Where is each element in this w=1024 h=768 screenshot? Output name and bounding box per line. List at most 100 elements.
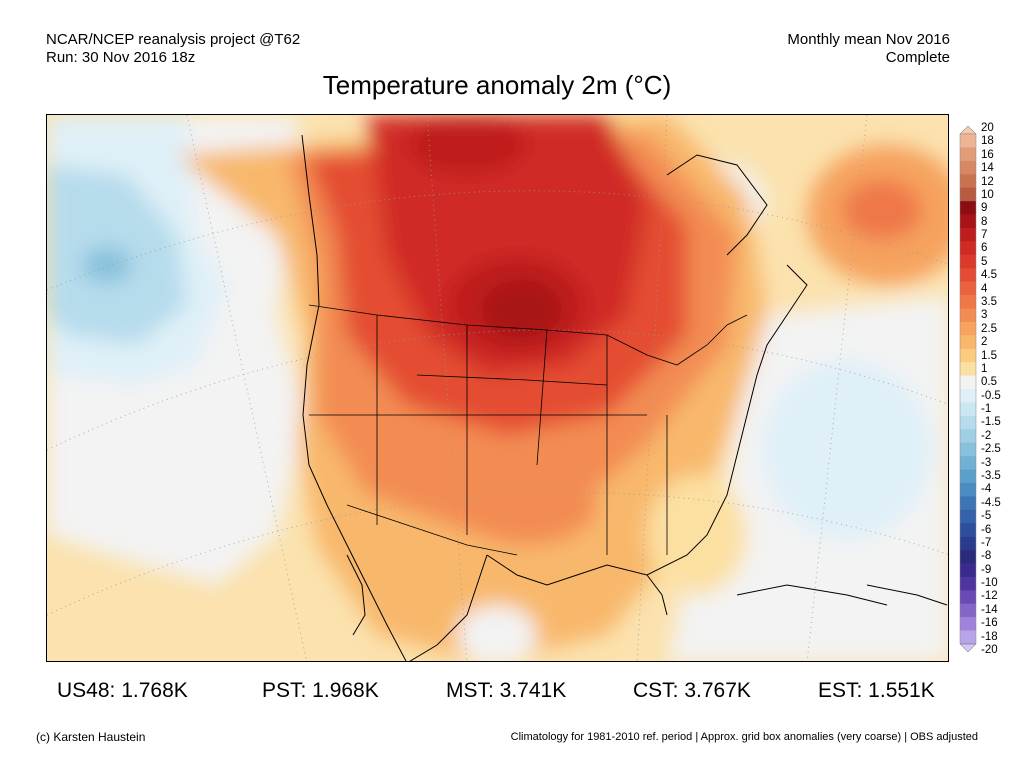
colorbar-swatch: [960, 442, 976, 457]
colorbar-swatch: [960, 523, 976, 537]
colorbar-swatch: [960, 482, 976, 497]
colorbar-top-arrow: [959, 126, 977, 135]
anomaly-region-texas: [457, 465, 597, 545]
colorbar-tick-label: 20: [981, 122, 994, 134]
colorbar-tick-label: 4.5: [981, 269, 997, 282]
colorbar-swatch: [960, 496, 976, 511]
colorbar-swatch: [960, 509, 976, 524]
anomaly-region-pacific-cool-3: [82, 247, 132, 283]
colorbar-tick-label: -1.5: [981, 416, 1001, 429]
colorbar-swatch: [960, 134, 976, 148]
colorbar-swatch: [960, 469, 976, 484]
colorbar-tick-label: 12: [981, 175, 994, 188]
graticule: [47, 115, 948, 661]
colorbar-tick-label: -8: [981, 550, 992, 563]
coastlines: [301, 134, 948, 661]
map-title: Temperature anomaly 2m (°C): [322, 70, 672, 100]
model-label: NCAR/NCEP reanalysis project @T62: [46, 31, 301, 48]
colorbar-tick-label: 0.5: [981, 376, 997, 389]
colorbar-swatch: [960, 550, 976, 564]
anomaly-region-mexico-neutral: [457, 605, 537, 661]
colorbar-swatch: [960, 576, 976, 591]
colorbar-swatch: [960, 603, 976, 618]
stat-pst: PST: 1.968K: [262, 679, 379, 702]
colorbar-frame: [959, 133, 977, 645]
colorbar-swatch: [960, 281, 976, 296]
anomaly-region-continent-7: [407, 115, 527, 175]
header-left: NCAR/NCEP reanalysis project @T62 Run: 3…: [46, 31, 300, 67]
colorbar-tick-label: 1: [981, 362, 988, 375]
colorbar-swatch: [960, 187, 976, 202]
anomaly-region-atlantic-cool: [762, 360, 932, 540]
colorbar-swatch: [960, 429, 976, 443]
colorbar-tick-label: -20: [981, 644, 998, 656]
colorbar-tick-label: -16: [981, 617, 998, 630]
colorbar-swatch: [960, 415, 976, 430]
colorbar-swatch: [960, 348, 976, 363]
colorbar-tick-label: -0.5: [981, 389, 1001, 402]
colorbar-swatch: [960, 268, 976, 282]
copyright-label: (c) Karsten Haustein: [36, 730, 146, 744]
colorbar-swatch: [960, 389, 976, 403]
stat-cst: CST: 3.767K: [633, 679, 751, 702]
colorbar-tick-label: -7: [981, 536, 992, 549]
anomaly-map-svg: [47, 115, 948, 661]
colorbar-swatch: [960, 147, 976, 162]
colorbar-tick-label: -14: [981, 603, 998, 616]
colorbar-tick-label: 2: [981, 336, 988, 349]
colorbar-swatch: [960, 617, 976, 631]
colorbar-swatch: [960, 590, 976, 605]
colorbar-swatch: [960, 214, 976, 229]
colorbar-tick-label: 7: [981, 229, 988, 242]
colorbar-tick-label: -2: [981, 429, 992, 442]
colorbar-swatch: [960, 241, 976, 256]
colorbar-tick-label: 10: [981, 188, 994, 201]
colorbar-swatch: [960, 456, 976, 470]
colorbar-tick-label: -4.5: [981, 496, 1001, 509]
colorbar-swatch: [960, 201, 976, 215]
anomaly-map: [46, 114, 949, 662]
colorbar-tick-label: 14: [981, 162, 994, 175]
colorbar-tick-label: -3: [981, 456, 992, 469]
colorbar-swatch: [960, 295, 976, 309]
colorbar-swatch: [960, 160, 976, 175]
anomaly-field: [47, 115, 948, 661]
period-label: Monthly mean Nov 2016: [787, 31, 950, 48]
colorbar-swatch: [960, 402, 976, 417]
colorbar-tick-label: 8: [981, 215, 988, 228]
colorbar-tick-label: -3.5: [981, 470, 1001, 482]
colorbar-tick-label: -1: [981, 403, 992, 416]
colorbar-tick-label: 6: [981, 242, 988, 255]
colorbar-tick-label: -10: [981, 577, 998, 590]
colorbar: [959, 126, 977, 652]
colorbar-swatch: [960, 321, 976, 336]
colorbar-tick-label: 1.5: [981, 349, 997, 362]
colorbar-tick-label: -2.5: [981, 443, 1001, 456]
colorbar-tick-label: -4: [981, 483, 992, 496]
anomaly-region-southeast: [647, 475, 747, 595]
colorbar-tick-label: -9: [981, 563, 992, 576]
colorbar-tick-label: 3: [981, 309, 988, 322]
colorbar-swatch: [960, 335, 976, 350]
colorbar-swatch: [960, 630, 976, 645]
colorbar-bottom-arrow: [959, 643, 977, 652]
colorbar-tick-label: 5: [981, 255, 988, 268]
anomaly-region-atlantic-warm-2: [842, 180, 922, 240]
climatology-note: Climatology for 1981-2010 ref. period | …: [510, 731, 978, 743]
stat-us48: US48: 1.768K: [57, 679, 188, 702]
colorbar-swatch: [960, 563, 976, 578]
run-label: Run: 30 Nov 2016 18z: [46, 49, 196, 66]
colorbar-tick-label: 18: [981, 135, 994, 148]
colorbar-swatch: [960, 174, 976, 188]
colorbar-tick-label: -18: [981, 630, 998, 643]
colorbar-swatch: [960, 254, 976, 269]
colorbar-swatch: [960, 375, 976, 390]
colorbar-tick-label: 4: [981, 282, 988, 295]
colorbar-tick-label: -5: [981, 510, 992, 523]
colorbar-tick-label: 2.5: [981, 322, 997, 335]
colorbar-tick-label: 16: [981, 148, 994, 161]
status-label: Complete: [885, 49, 950, 66]
colorbar-swatch: [960, 308, 976, 323]
colorbar-tick-label: -6: [981, 523, 992, 536]
stat-mst: MST: 3.741K: [446, 679, 567, 702]
